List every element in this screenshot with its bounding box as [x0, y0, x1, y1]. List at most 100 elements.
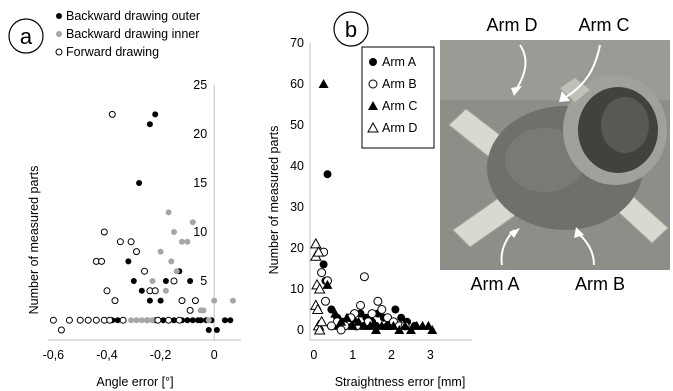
point-arm-c — [322, 279, 333, 289]
point-arm-b — [377, 305, 387, 314]
legend-label-backward-inner: Backward drawing inner — [66, 27, 199, 41]
point-forward — [76, 316, 84, 324]
point-arm-c — [405, 325, 416, 334]
point-arm-d — [313, 323, 326, 335]
point-backward-inner — [165, 209, 172, 216]
panel-b-y-tick-label: 50 — [290, 118, 304, 132]
point-arm-a — [391, 305, 400, 314]
legend-label-backward-outer: Backward drawing outer — [66, 9, 200, 23]
point-backward-outer — [125, 258, 132, 265]
panel-b-y-tick-label: 30 — [290, 200, 304, 214]
point-arm-c — [417, 320, 428, 330]
point-forward — [151, 287, 159, 295]
point-forward — [127, 238, 135, 246]
point-backward-inner — [162, 287, 169, 294]
panel-b-y-axis-label: Number of measured parts — [267, 126, 281, 275]
point-backward-outer — [114, 317, 121, 324]
panel-a-points — [49, 110, 236, 334]
panel-a-label: a — [20, 24, 33, 49]
point-backward-outer — [197, 317, 204, 324]
point-forward — [191, 297, 199, 305]
legend-label-arm-c: Arm C — [382, 99, 417, 113]
legend-marker-forward — [55, 48, 63, 56]
point-backward-outer — [205, 327, 212, 333]
panel-a-y-tick-label: 5 — [200, 274, 207, 288]
point-backward-outer — [160, 317, 167, 324]
legend-marker-arm-d — [367, 121, 379, 133]
part-photo: Arm D Arm C Arm A Arm B — [440, 15, 670, 294]
point-backward-inner — [138, 317, 145, 324]
point-arm-d — [313, 282, 326, 294]
point-backward-outer — [146, 297, 153, 304]
photo-label-arm-b: Arm B — [575, 274, 625, 294]
panel-b-x-tick-label: 2 — [388, 348, 395, 362]
point-arm-b — [356, 300, 365, 310]
point-backward-inner — [189, 219, 196, 226]
point-backward-outer — [213, 327, 220, 333]
point-backward-outer — [171, 317, 177, 324]
panel-a-x-axis-label: Angle error [°] — [96, 375, 173, 389]
point-forward — [186, 306, 194, 314]
point-arm-c — [353, 316, 364, 326]
panel-a-axes: -0,6 -0,4 -0,2 0 5 10 15 20 25 — [43, 78, 241, 362]
point-arm-b — [373, 296, 383, 306]
legend-marker-arm-a — [369, 58, 377, 66]
point-arm-a — [397, 313, 406, 322]
legend-marker-arm-b — [368, 79, 378, 89]
legend-marker-backward-outer — [56, 13, 62, 19]
panel-a-legend: Backward drawing outer Backward drawing … — [55, 9, 200, 59]
point-arm-b — [326, 321, 336, 331]
point-forward — [178, 297, 186, 305]
point-backward-inner — [128, 317, 135, 324]
arrow-arm-a-head — [509, 228, 520, 238]
point-arm-b — [336, 325, 346, 335]
point-backward-outer — [184, 317, 191, 324]
point-backward-outer — [221, 317, 228, 324]
point-arm-d — [311, 303, 324, 314]
point-forward — [103, 287, 111, 295]
point-backward-inner — [149, 278, 156, 284]
panel-b-y-tick-label: 70 — [290, 36, 304, 50]
point-backward-inner — [184, 238, 191, 245]
point-arm-b — [367, 309, 377, 319]
point-arm-d — [309, 237, 322, 249]
point-forward — [165, 316, 173, 324]
point-forward — [133, 248, 140, 256]
point-arm-b — [321, 296, 330, 306]
panel-a-x-tick-label: -0,4 — [96, 348, 118, 362]
point-backward-outer — [157, 297, 164, 304]
point-arm-c — [341, 312, 352, 322]
point-forward — [116, 238, 124, 246]
panel-a-y-tick-label: 25 — [193, 78, 207, 92]
point-backward-outer — [130, 278, 137, 284]
panel-a-y-tick-label: 20 — [193, 127, 207, 141]
panel-b-y-tick-label: 0 — [297, 323, 304, 337]
point-backward-outer — [189, 317, 196, 324]
point-backward-outer — [162, 278, 169, 284]
point-backward-inner — [197, 307, 204, 314]
point-arm-c — [394, 325, 405, 334]
point-arm-a — [319, 260, 328, 269]
point-arm-d — [312, 246, 325, 257]
point-forward — [119, 316, 127, 324]
arrow-arm-d — [515, 44, 527, 91]
point-forward — [154, 316, 162, 324]
panel-a-y-tick-label: 15 — [193, 176, 207, 190]
point-backward-inner — [230, 297, 236, 304]
point-backward-outer — [152, 111, 159, 118]
point-arm-c — [371, 325, 381, 334]
panel-b-x-tick-label: 3 — [427, 348, 434, 362]
panel-b-y-tick-label: 60 — [290, 77, 304, 91]
panel-b-y-tick-label: 40 — [290, 159, 304, 173]
point-forward — [57, 326, 65, 334]
point-forward — [65, 316, 73, 324]
part-ring-depth — [601, 97, 649, 153]
point-arm-c — [347, 320, 358, 330]
point-forward — [111, 297, 119, 305]
point-backward-inner — [149, 317, 156, 324]
arrow-arm-b-head — [574, 227, 584, 238]
point-backward-outer — [187, 278, 194, 284]
legend-marker-backward-inner — [56, 31, 62, 37]
